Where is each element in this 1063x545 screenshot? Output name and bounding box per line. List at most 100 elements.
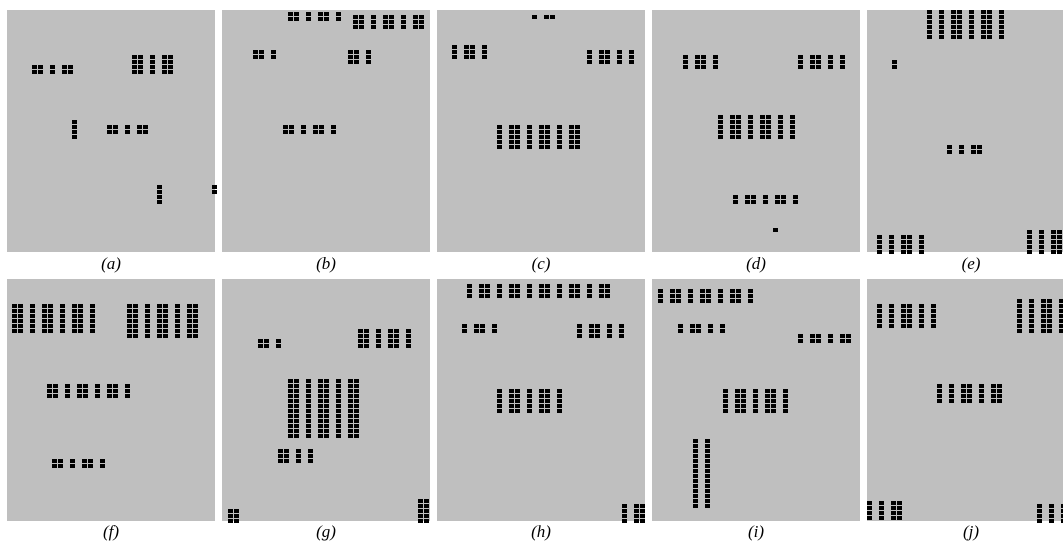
edge-pixel — [127, 304, 132, 308]
edge-pixel — [78, 329, 83, 333]
edge-pixel — [1029, 324, 1034, 328]
edge-pixel — [745, 195, 750, 199]
edge-pixel — [388, 344, 393, 348]
edge-pixel — [318, 414, 323, 418]
edge-pixel — [605, 55, 610, 59]
edge-pixel — [840, 65, 845, 69]
edge-pixel — [790, 115, 795, 119]
edge-pixel — [324, 389, 329, 393]
edge-pixel — [288, 424, 293, 428]
edge-pixel — [670, 294, 675, 298]
edge-pixel — [713, 60, 718, 64]
edge-pixel — [706, 294, 711, 298]
panel-label: (g) — [316, 522, 336, 541]
edge-pixel — [557, 294, 562, 298]
edge-pixel — [394, 339, 399, 343]
edge-pixel — [705, 474, 710, 478]
edge-pixel — [515, 404, 520, 408]
edge-pixel — [527, 394, 532, 398]
edge-pixel — [705, 469, 710, 473]
edge-pixel — [599, 55, 604, 59]
edge-pixel — [959, 145, 964, 149]
edge-pixel — [527, 135, 532, 139]
edge-pixel — [532, 15, 537, 19]
edge-pixel — [987, 25, 992, 29]
edge-pixel — [348, 434, 353, 438]
edge-pixel — [919, 240, 924, 244]
edge-pixel — [840, 334, 845, 338]
edge-pixel — [798, 334, 803, 338]
edge-pixel — [790, 130, 795, 134]
edge-pixel — [364, 334, 369, 338]
edge-pixel — [879, 511, 884, 515]
edge-pixel — [234, 509, 239, 513]
edge-pixel — [284, 449, 289, 453]
edge-pixel — [1051, 250, 1056, 254]
edge-pixel — [492, 329, 497, 333]
edge-pixel — [62, 65, 67, 69]
edge-pixel — [879, 516, 884, 520]
edge-pixel — [557, 404, 562, 408]
edge-pixel — [331, 125, 336, 129]
edge-pixel — [479, 284, 484, 288]
edge-pixel — [301, 130, 306, 134]
edge-pixel — [577, 324, 582, 328]
edge-pixel — [979, 384, 984, 388]
edge-pixel — [296, 449, 301, 453]
edge-pixel — [730, 135, 735, 139]
edge-pixel — [897, 516, 902, 520]
edge-pixel — [867, 501, 872, 505]
edge-pixel — [947, 145, 952, 149]
edge-pixel — [991, 389, 996, 393]
edge-pixel — [424, 509, 429, 513]
edge-pixel — [30, 314, 35, 318]
edge-pixel — [30, 324, 35, 328]
edge-pixel — [753, 389, 758, 393]
edge-pixel — [113, 125, 118, 129]
edge-pixel — [294, 414, 299, 418]
edge-pixel — [999, 10, 1004, 14]
edge-pixel — [137, 125, 142, 129]
edge-pixel — [775, 200, 780, 204]
edge-pixel — [1057, 235, 1062, 239]
edge-pixel — [828, 65, 833, 69]
edge-pixel — [889, 240, 894, 244]
edge-pixel — [889, 304, 894, 308]
edge-pixel — [68, 70, 73, 74]
edge-pixel — [366, 50, 371, 54]
edge-pixel — [296, 459, 301, 463]
edge-pixel — [640, 519, 645, 523]
edge-pixel — [971, 145, 976, 149]
edge-pixel — [133, 329, 138, 333]
edge-pixel — [748, 120, 753, 124]
edge-pixel — [690, 329, 695, 333]
edge-pixel — [539, 394, 544, 398]
edge-pixel — [589, 329, 594, 333]
edge-pixel — [18, 324, 23, 328]
edge-pixel — [276, 344, 281, 348]
edge-pixel — [949, 389, 954, 393]
edge-pixel — [766, 115, 771, 119]
edge-pixel — [318, 379, 323, 383]
edge-pixel — [318, 434, 323, 438]
edge-pixel — [406, 334, 411, 338]
edge-pixel — [629, 55, 634, 59]
edge-pixel — [723, 404, 728, 408]
edge-pixel — [324, 429, 329, 433]
edge-pixel — [939, 25, 944, 29]
edge-pixel — [957, 25, 962, 29]
edge-pixel — [1017, 299, 1022, 303]
edge-pixel — [90, 319, 95, 323]
edge-pixel — [778, 115, 783, 119]
edge-pixel — [634, 509, 639, 513]
edge-pixel — [751, 195, 756, 199]
edge-pixel — [569, 125, 574, 129]
edge-pixel — [348, 399, 353, 403]
edge-pixel — [187, 334, 192, 338]
edge-pixel — [545, 409, 550, 413]
edge-pixel — [107, 389, 112, 393]
edge-pixel — [162, 70, 167, 74]
edge-pixel — [810, 334, 815, 338]
edge-pixel — [967, 394, 972, 398]
edge-pixel — [318, 12, 323, 16]
